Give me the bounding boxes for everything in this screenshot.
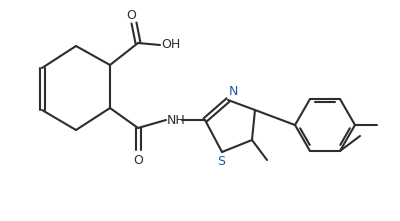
Text: N: N [229,85,238,98]
Text: S: S [217,155,225,168]
Text: O: O [126,9,136,22]
Text: OH: OH [161,38,180,51]
Text: NH: NH [167,114,186,126]
Text: O: O [133,154,143,167]
